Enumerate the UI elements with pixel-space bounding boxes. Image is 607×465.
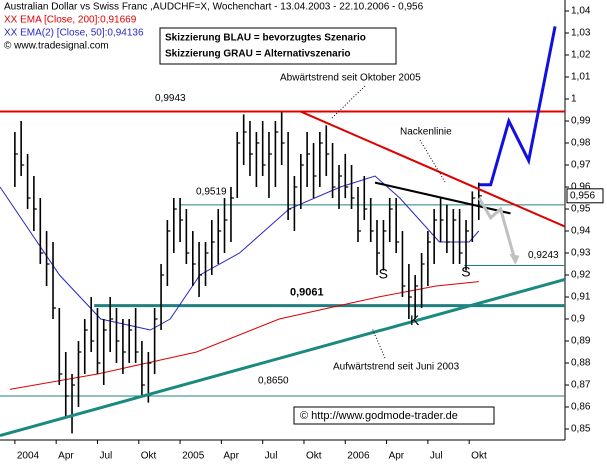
annotation: Aufwärtstrend seit Juni 2003 xyxy=(333,362,460,373)
annotation: Nackenlinie xyxy=(400,127,452,138)
x-tick-label: Jul xyxy=(430,451,443,462)
y-tick-label: 0,89 xyxy=(571,336,591,347)
y-tick-label: 0,95 xyxy=(571,204,591,215)
chart-title: Australian Dollar vs Swiss Franc ,AUDCHF… xyxy=(4,2,424,13)
y-tick-label: 0,87 xyxy=(571,380,591,391)
last-price-box xyxy=(566,188,604,204)
annotation: Abwärtstrend seit Oktober 2005 xyxy=(280,73,421,84)
x-tick-label: Okt xyxy=(306,451,322,462)
source: © www.tradesignal.com xyxy=(4,41,109,52)
scenario-gray-arrow xyxy=(509,253,520,265)
legend-box-line: Skizzierung GRAU = Alternativszenario xyxy=(165,49,351,60)
y-tick-label: 0,99 xyxy=(571,116,591,127)
level-label: 0,8650 xyxy=(258,376,289,387)
leader xyxy=(371,327,386,359)
y-tick-label: 0,97 xyxy=(571,160,591,171)
scenario-blue xyxy=(479,26,557,187)
y-tick-label: 0,98 xyxy=(571,138,591,149)
x-tick-label: Apr xyxy=(58,451,74,462)
legend-ema50: XX EMA(2) [Close, 50]:0,94136 xyxy=(4,28,144,39)
x-tick-label: 2005 xyxy=(182,451,205,462)
level-label: 0,9943 xyxy=(155,93,186,104)
x-tick-label: Apr xyxy=(389,451,405,462)
copyright: © http://www.godmode-trader.de xyxy=(300,410,458,422)
legend-box xyxy=(159,27,397,65)
y-tick-label: 1,01 xyxy=(571,72,591,83)
level-label: 0,9243 xyxy=(528,250,559,261)
legend-ema200: XX EMA [Close, 200]:0,91669 xyxy=(4,15,137,26)
x-tick-label: Jul xyxy=(99,451,112,462)
scenario-gray xyxy=(477,197,517,263)
y-tick-label: 1,03 xyxy=(571,28,591,39)
level-label: 0,9519 xyxy=(196,186,227,197)
copyright-box xyxy=(293,406,495,425)
y-tick-label: 0,93 xyxy=(571,248,591,259)
x-tick-label: Okt xyxy=(471,451,487,462)
pattern-label: S xyxy=(461,264,470,280)
x-tick-label: 2004 xyxy=(17,451,40,462)
legend-box-line: Skizzierung BLAU = bevorzugtes Szenario xyxy=(165,33,366,44)
y-tick-label: 0,94 xyxy=(571,226,591,237)
last-price-label: 0,956 xyxy=(570,190,595,201)
pattern-label: S xyxy=(379,266,388,282)
neckline xyxy=(374,181,511,215)
x-tick-label: Apr xyxy=(223,451,239,462)
y-tick-label: 0,86 xyxy=(571,402,591,413)
y-tick-label: 0,9 xyxy=(571,314,585,325)
y-tick-label: 0,88 xyxy=(571,358,591,369)
leader xyxy=(419,139,446,183)
y-tick-label: 0,91 xyxy=(571,292,591,303)
y-tick-label: 0,92 xyxy=(571,270,591,281)
y-tick-label: 1 xyxy=(571,94,577,105)
x-tick-label: Jul xyxy=(265,451,278,462)
x-tick-label: Okt xyxy=(141,451,157,462)
y-tick-label: 0,96 xyxy=(571,182,591,193)
y-tick-label: 1,04 xyxy=(571,6,591,17)
x-tick-label: 2006 xyxy=(347,451,370,462)
y-tick-label: 0,85 xyxy=(571,424,591,435)
uptrend-line xyxy=(0,277,566,438)
ema-line xyxy=(9,281,479,390)
level-label: 0,9061 xyxy=(290,286,324,298)
downtrend-line xyxy=(300,110,566,228)
pattern-label: K xyxy=(410,312,420,328)
y-tick-label: 1,02 xyxy=(571,50,591,61)
